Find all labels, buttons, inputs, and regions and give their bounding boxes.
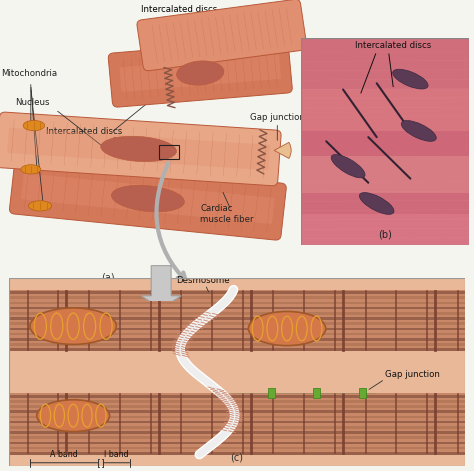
Bar: [9, 312, 465, 315]
FancyBboxPatch shape: [0, 112, 281, 186]
FancyBboxPatch shape: [119, 54, 281, 92]
Bar: [268, 388, 274, 398]
Bar: [9, 307, 465, 309]
Bar: [9, 421, 465, 423]
FancyBboxPatch shape: [9, 157, 286, 240]
Text: Intercalated discs: Intercalated discs: [46, 127, 122, 136]
Bar: [9, 405, 465, 408]
Bar: [9, 317, 465, 320]
Ellipse shape: [21, 165, 41, 174]
Bar: [9, 328, 465, 330]
Bar: [9, 415, 465, 418]
Ellipse shape: [401, 121, 436, 141]
Text: Mitochondria: Mitochondria: [1, 69, 58, 78]
Bar: [301, 89, 469, 131]
FancyBboxPatch shape: [7, 128, 270, 170]
FancyBboxPatch shape: [137, 0, 307, 71]
Ellipse shape: [331, 154, 365, 178]
Bar: [9, 338, 465, 341]
Bar: [9, 343, 465, 346]
Ellipse shape: [30, 308, 117, 344]
Ellipse shape: [248, 311, 326, 346]
Bar: [9, 400, 465, 403]
Bar: [301, 131, 469, 156]
FancyArrow shape: [141, 266, 181, 309]
Ellipse shape: [177, 61, 224, 85]
Ellipse shape: [392, 69, 428, 89]
Ellipse shape: [101, 136, 176, 162]
FancyBboxPatch shape: [21, 173, 275, 224]
Ellipse shape: [359, 193, 394, 214]
Text: (a): (a): [101, 272, 115, 282]
Ellipse shape: [111, 185, 184, 212]
Bar: [9, 301, 465, 304]
Text: Intercalated discs: Intercalated discs: [356, 41, 432, 50]
Bar: [359, 388, 365, 398]
Bar: [9, 426, 465, 429]
Ellipse shape: [23, 121, 45, 130]
Text: Desmosome: Desmosome: [176, 276, 230, 284]
Bar: [301, 38, 469, 89]
Bar: [9, 431, 465, 434]
Text: (c): (c): [230, 453, 244, 463]
Bar: [9, 442, 465, 444]
Bar: [9, 436, 465, 439]
Text: (b): (b): [378, 230, 392, 240]
Bar: [301, 156, 469, 193]
Bar: [301, 193, 469, 214]
Ellipse shape: [37, 400, 109, 431]
Bar: [9, 410, 465, 413]
Text: Nucleus: Nucleus: [15, 98, 50, 107]
FancyBboxPatch shape: [149, 14, 295, 56]
Text: Gap junction: Gap junction: [385, 370, 440, 379]
FancyBboxPatch shape: [108, 39, 292, 107]
Text: I band: I band: [104, 450, 129, 459]
Text: Gap junction: Gap junction: [249, 113, 304, 122]
Bar: [9, 349, 465, 351]
Bar: [9, 395, 465, 398]
Bar: [9, 297, 465, 299]
Bar: [9, 452, 465, 455]
Bar: [9, 393, 465, 455]
Bar: [9, 290, 465, 351]
Text: Cardiac
muscle fiber: Cardiac muscle fiber: [200, 204, 254, 224]
Bar: [9, 447, 465, 449]
Bar: [301, 214, 469, 245]
Bar: [313, 388, 320, 398]
Bar: [159, 145, 179, 159]
Bar: [9, 333, 465, 335]
Wedge shape: [274, 142, 291, 158]
Bar: [9, 291, 465, 294]
Text: Intercalated discs: Intercalated discs: [141, 5, 217, 51]
Bar: [9, 322, 465, 325]
Text: A band: A band: [50, 450, 78, 459]
Ellipse shape: [28, 201, 52, 211]
